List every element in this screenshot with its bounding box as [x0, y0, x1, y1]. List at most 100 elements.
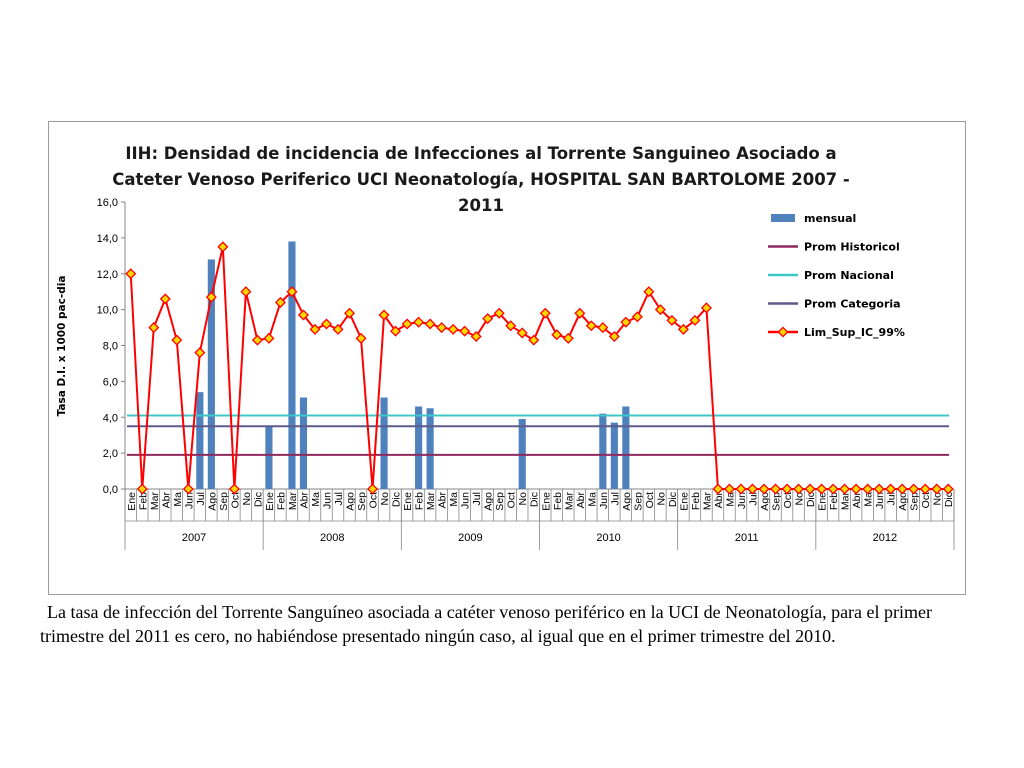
x-tick-label-month: Jun [598, 492, 610, 509]
line-marker [516, 327, 528, 339]
line-marker [436, 322, 448, 334]
x-tick-label-month: Ago [206, 492, 218, 511]
x-tick-label-month: Ago [483, 492, 495, 511]
x-tick-label-month: Ma [172, 492, 184, 507]
line-marker [482, 313, 494, 325]
x-tick-label-month: Jun [460, 492, 472, 509]
x-tick-label-month: Jul [886, 492, 898, 505]
y-axis-title: Tasa D.I. x 1000 pac-dia [56, 276, 68, 417]
x-tick-label-month: Ma [310, 492, 322, 507]
legend-label: Prom Nacional [804, 269, 894, 282]
x-tick-label-month: Mar [840, 492, 852, 511]
line-marker [309, 323, 321, 335]
x-tick-label-month: Feb [414, 492, 426, 510]
line-marker [597, 322, 609, 334]
y-tick-label: 4,0 [103, 412, 118, 424]
x-tick-label-month: Oct [644, 492, 656, 508]
x-tick-label-month: Ago [621, 492, 633, 511]
bar-mensual [599, 413, 607, 489]
x-tick-label-month: Ene [264, 492, 276, 511]
x-tick-label-month: Ene [817, 492, 829, 511]
y-tick-label: 10,0 [97, 305, 118, 317]
line-marker [344, 307, 356, 319]
legend-marker [777, 326, 789, 338]
x-tick-label-month: Ma [724, 492, 736, 507]
x-tick-label-month: Mar [149, 492, 161, 511]
bar-mensual [207, 259, 215, 489]
x-tick-label-month: Dic [943, 492, 955, 507]
x-tick-label-month: Abr [713, 492, 725, 509]
x-tick-label-year: 2008 [320, 532, 344, 544]
line-marker [401, 318, 413, 330]
line-marker [240, 286, 252, 298]
x-tick-label-month: Dic [667, 492, 679, 507]
x-tick-label-month: Feb [828, 492, 840, 510]
x-tick-label-month: Feb [137, 492, 149, 510]
line-marker [585, 320, 597, 332]
line-marker [251, 334, 263, 346]
line-marker [654, 304, 666, 316]
line-marker [735, 483, 747, 495]
x-tick-label-year: 2009 [458, 532, 482, 544]
x-tick-label-month: Sep [356, 492, 368, 511]
line-marker [228, 483, 240, 495]
y-tick-label: 0,0 [103, 484, 118, 496]
line-marker [539, 307, 551, 319]
line-marker [896, 483, 908, 495]
line-marker [493, 307, 505, 319]
line-marker [148, 322, 160, 334]
x-tick-label-month: Oct [506, 492, 518, 508]
line-marker [885, 483, 897, 495]
line-marker [424, 318, 436, 330]
chart-svg: IIH: Densidad de incidencia de Infeccion… [56, 144, 955, 550]
y-tick-label: 8,0 [103, 341, 118, 353]
line-marker [459, 325, 471, 337]
x-tick-label-month: No [932, 492, 944, 506]
x-tick-label-month: Jul [609, 492, 621, 505]
x-tick-label-month: Jul [333, 492, 345, 505]
line-marker [942, 483, 954, 495]
x-tick-label-month: Jun [183, 492, 195, 509]
line-lim-sup [129, 246, 949, 490]
line-marker [217, 241, 229, 253]
line-marker [136, 483, 148, 495]
line-marker [608, 331, 620, 343]
line-marker [378, 309, 390, 321]
x-tick-label-year: 2007 [182, 532, 206, 544]
x-tick-label-month: Dic [805, 492, 817, 507]
x-tick-label-year: 2011 [735, 532, 759, 544]
line-marker [274, 296, 286, 308]
x-tick-label-month: Oct [229, 492, 241, 508]
line-marker [390, 325, 402, 337]
line-marker [631, 311, 643, 323]
x-tick-label-month: Abr [851, 492, 863, 509]
x-tick-label-month: Feb [275, 492, 287, 510]
x-tick-label-month: Ene [126, 492, 138, 511]
x-tick-label-month: No [517, 492, 529, 506]
line-marker [551, 329, 563, 341]
x-tick-label-month: No [379, 492, 391, 506]
line-marker [781, 483, 793, 495]
x-tick-label-month: Abr [575, 492, 587, 509]
line-marker [723, 483, 735, 495]
x-tick-label-month: Dic [391, 492, 403, 507]
line-marker [505, 320, 517, 332]
bar-mensual [415, 406, 423, 489]
x-tick-label-month: Ene [540, 492, 552, 511]
line-marker [770, 483, 782, 495]
chart-frame: IIH: Densidad de incidencia de Infeccion… [48, 121, 966, 595]
bar-mensual [288, 241, 296, 489]
line-marker [194, 347, 206, 359]
legend-label: Lim_Sup_IC_99% [804, 326, 905, 339]
line-marker [332, 323, 344, 335]
x-tick-label-month: Sep [218, 492, 230, 511]
x-tick-label-month: Oct [920, 492, 932, 508]
x-tick-label-month: Jun [736, 492, 748, 509]
line-marker [159, 293, 171, 305]
x-tick-label-month: Sep [909, 492, 921, 511]
x-tick-label-month: Ma [863, 492, 875, 507]
x-tick-label-month: Dic [252, 492, 264, 507]
x-tick-label-month: Sep [771, 492, 783, 511]
chart-title: IIH: Densidad de incidencia de Infeccion… [112, 144, 850, 215]
